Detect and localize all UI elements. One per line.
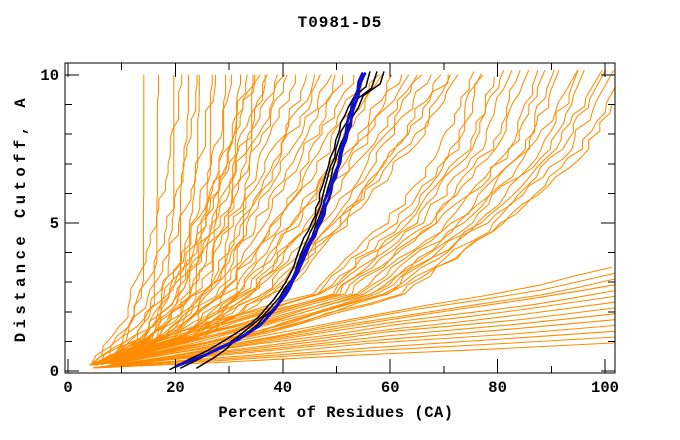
model-curve-orange xyxy=(95,76,495,366)
y-tick-label: 5 xyxy=(50,215,59,233)
model-curve-orange xyxy=(89,74,183,366)
model-curve-orange xyxy=(110,272,615,365)
model-curve-orange xyxy=(90,74,288,366)
model-curve-orange xyxy=(93,74,268,366)
model-curve-orange xyxy=(99,74,200,365)
model-curve-orange xyxy=(97,74,316,365)
chart-title: T0981-D5 xyxy=(298,14,383,32)
model-curve-orange xyxy=(104,74,392,364)
model-curve-orange xyxy=(104,319,615,368)
model-curve-orange xyxy=(102,70,513,365)
curves-layer xyxy=(89,70,615,371)
x-axis-label: Percent of Residues (CA) xyxy=(218,404,453,422)
model-curve-orange xyxy=(108,70,578,364)
model-curve-orange xyxy=(91,74,285,366)
model-curve-orange xyxy=(112,70,614,363)
model-curve-orange xyxy=(113,284,615,366)
model-curve-orange xyxy=(96,74,336,365)
axes-layer: 0 20 40 60 80 100 0 5 10 xyxy=(40,62,619,397)
y-tick-label: 10 xyxy=(40,67,59,85)
x-tick-label: 20 xyxy=(166,379,185,397)
model-curve-orange xyxy=(98,74,333,365)
model-curve-orange xyxy=(100,70,505,366)
model-curve-black xyxy=(196,71,385,369)
x-tick-label: 80 xyxy=(488,379,507,397)
model-curve-orange xyxy=(112,104,613,363)
model-curve-orange xyxy=(103,74,423,364)
model-curve-orange xyxy=(98,74,175,365)
x-tick-label: 0 xyxy=(63,379,72,397)
model-curve-orange xyxy=(94,74,278,366)
model-curve-orange xyxy=(109,70,606,364)
y-tick-label: 0 xyxy=(50,363,59,381)
model-curve-orange xyxy=(92,74,256,366)
model-curve-orange xyxy=(90,74,198,366)
x-tick-label: 60 xyxy=(381,379,400,397)
y-axis-label: Distance Cutoff, A xyxy=(12,94,30,342)
plot-frame xyxy=(64,62,616,374)
model-curve-black xyxy=(169,71,371,371)
model-curve-orange xyxy=(100,74,383,364)
model-curve-orange xyxy=(97,74,216,366)
model-curve-orange xyxy=(102,74,364,365)
model-curve-orange xyxy=(101,70,555,365)
model-curve-orange xyxy=(99,74,232,365)
model-curve-orange xyxy=(94,74,483,366)
model-curve-orange xyxy=(96,74,296,365)
model-curve-orange xyxy=(104,313,615,367)
model-curve-orange xyxy=(116,87,615,363)
model-curve-orange xyxy=(112,266,612,365)
model-curve-orange xyxy=(97,74,189,365)
x-tick-label: 100 xyxy=(591,379,619,397)
model-curve-blue xyxy=(176,72,367,367)
model-curve-orange xyxy=(96,74,321,365)
model-curve-orange xyxy=(109,290,615,366)
model-curve-orange xyxy=(90,74,145,366)
model-curve-orange xyxy=(109,74,459,363)
model-curve-orange xyxy=(105,74,442,363)
model-curve-orange xyxy=(108,70,579,364)
model-curve-orange xyxy=(95,71,475,366)
model-curve-orange xyxy=(108,301,615,367)
model-curve-orange xyxy=(105,307,615,367)
x-tick-label: 40 xyxy=(273,379,292,397)
model-curve-orange xyxy=(101,74,213,364)
model-curve-orange xyxy=(103,74,418,364)
